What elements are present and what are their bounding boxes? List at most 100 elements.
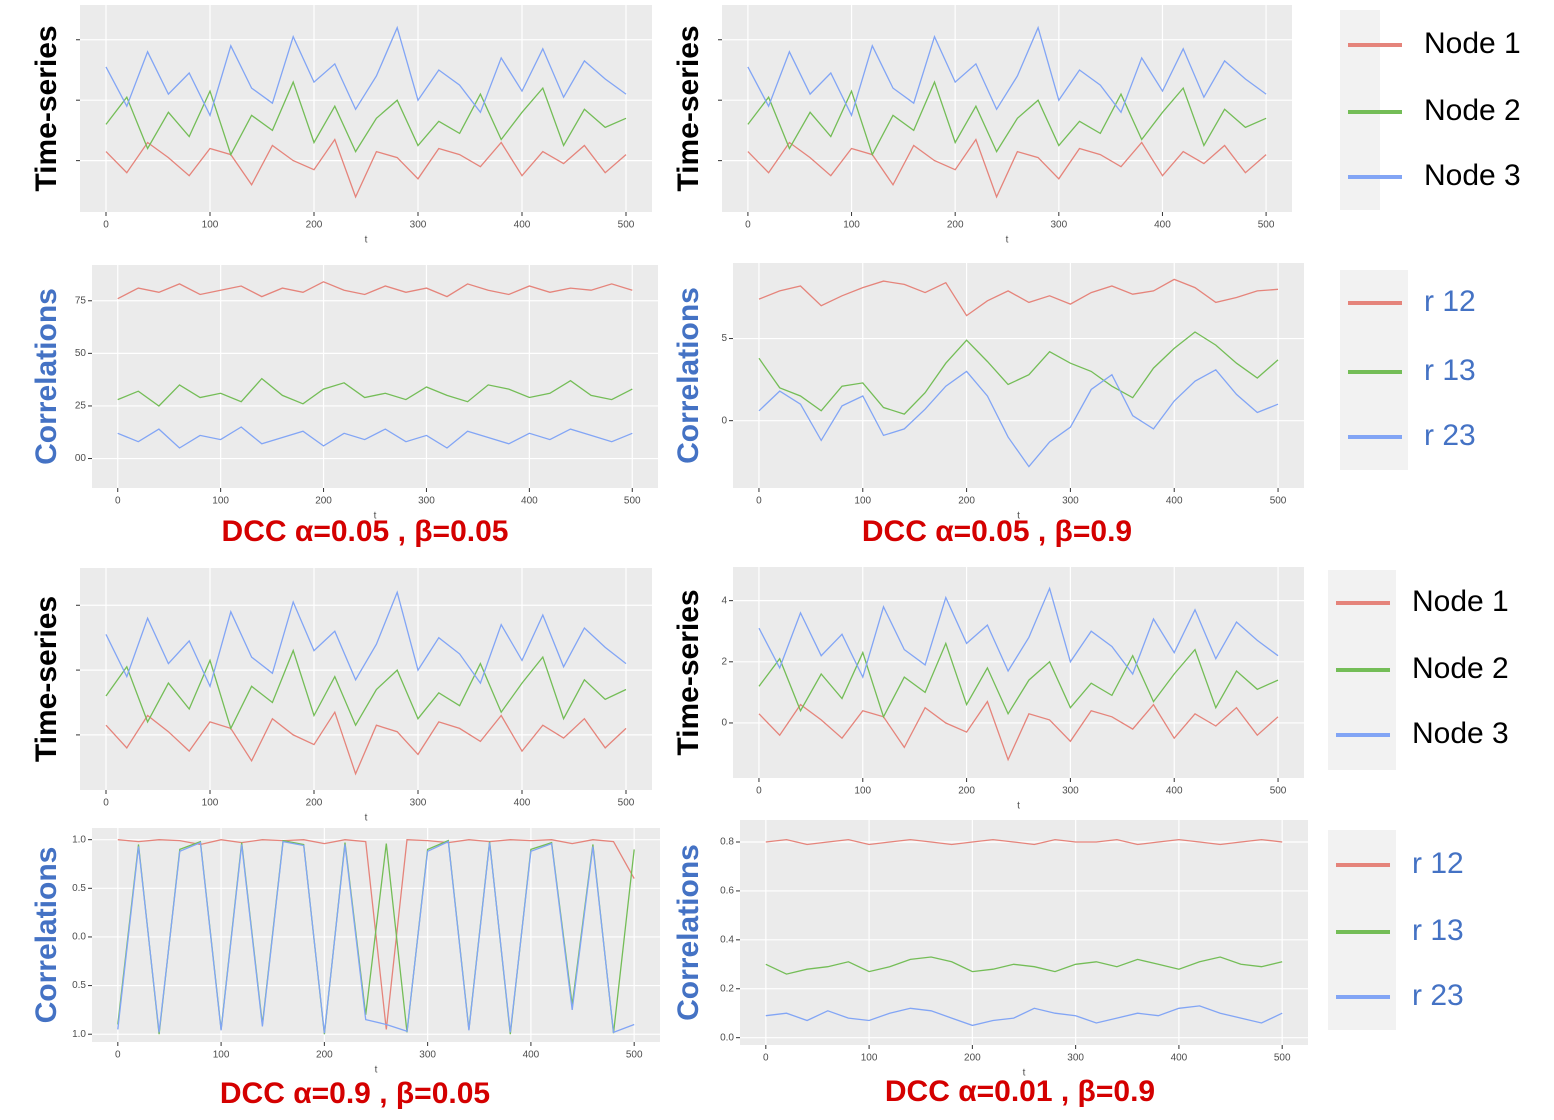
x-tick-label: 500 bbox=[1274, 1053, 1291, 1064]
series-line bbox=[117, 426, 633, 449]
y-tick-label: 0.5 bbox=[72, 883, 86, 894]
legend-label: r 12 bbox=[1412, 847, 1464, 880]
legend-label: Node 3 bbox=[1412, 717, 1509, 750]
x-axis-label: t bbox=[1017, 511, 1020, 522]
series-line bbox=[758, 586, 1279, 679]
x-tick-label: 0 bbox=[763, 1053, 769, 1064]
caption: DCC α=0.05 , β=0.05 bbox=[222, 515, 509, 548]
x-tick-label: 200 bbox=[947, 220, 964, 231]
x-tick-label: 100 bbox=[212, 496, 229, 507]
y-tick-label: 1.0 bbox=[72, 1029, 86, 1040]
x-tick-label: 400 bbox=[514, 798, 531, 809]
x-tick-label: 300 bbox=[410, 220, 427, 231]
series-line bbox=[747, 80, 1267, 157]
x-tick-label: 0 bbox=[103, 798, 109, 809]
x-tick-label: 300 bbox=[419, 1050, 436, 1061]
series-line bbox=[117, 839, 635, 1030]
x-tick-label: 100 bbox=[213, 1050, 230, 1061]
x-tick-label: 200 bbox=[315, 496, 332, 507]
series-line bbox=[758, 368, 1279, 468]
series-line bbox=[758, 700, 1279, 762]
legend-label: r 23 bbox=[1424, 419, 1476, 452]
plot-background bbox=[733, 263, 1304, 488]
x-tick-label: 300 bbox=[1050, 220, 1067, 231]
plot-background bbox=[740, 820, 1308, 1045]
y-tick-label: 4 bbox=[721, 595, 727, 606]
x-tick-label: 200 bbox=[306, 798, 323, 809]
series-line bbox=[117, 840, 635, 1034]
y-axis-label: Time-series bbox=[672, 25, 705, 191]
caption: DCC α=0.05 , β=0.9 bbox=[862, 515, 1132, 548]
x-tick-label: 100 bbox=[202, 798, 219, 809]
y-axis-label: Time-series bbox=[30, 25, 63, 191]
y-tick-label: 0.6 bbox=[720, 886, 734, 897]
series-line bbox=[105, 648, 627, 731]
x-tick-label: 200 bbox=[958, 786, 975, 797]
y-tick-label: 2 bbox=[721, 656, 727, 667]
legend: Node 1 Node 2 Node 3 bbox=[1328, 570, 1509, 770]
legend: Node 1 Node 2 Node 3 bbox=[1340, 10, 1521, 210]
legend-label: r 12 bbox=[1424, 285, 1476, 318]
y-tick-label: 5 bbox=[721, 333, 727, 344]
plot-background bbox=[92, 265, 658, 488]
x-axis-label: t bbox=[375, 1065, 378, 1076]
legend-label: r 13 bbox=[1424, 354, 1476, 387]
x-tick-label: 500 bbox=[1258, 220, 1275, 231]
plot-background bbox=[733, 567, 1304, 778]
x-tick-label: 400 bbox=[1154, 220, 1171, 231]
x-axis-label: t bbox=[1023, 1068, 1026, 1079]
legend-label: Node 3 bbox=[1424, 159, 1521, 192]
plot-background bbox=[80, 5, 652, 212]
x-axis-label: t bbox=[365, 813, 368, 824]
y-tick-label: 00 bbox=[75, 453, 87, 464]
x-tick-label: 200 bbox=[306, 220, 323, 231]
legend-label: Node 1 bbox=[1424, 27, 1521, 60]
x-tick-label: 500 bbox=[618, 798, 635, 809]
y-tick-label: 25 bbox=[75, 401, 87, 412]
series-line bbox=[105, 710, 627, 776]
series-line bbox=[105, 25, 627, 118]
x-tick-label: 500 bbox=[626, 1050, 643, 1061]
caption: DCC α=0.01 , β=0.9 bbox=[885, 1075, 1155, 1108]
x-tick-label: 0 bbox=[745, 220, 751, 231]
series-line bbox=[765, 1005, 1283, 1027]
y-axis-label: Correlations bbox=[30, 847, 63, 1024]
x-tick-label: 400 bbox=[1166, 786, 1183, 797]
legend-label: r 23 bbox=[1412, 979, 1464, 1012]
x-tick-label: 500 bbox=[624, 496, 641, 507]
x-tick-label: 0 bbox=[103, 220, 109, 231]
y-tick-label: 0.0 bbox=[72, 932, 86, 943]
x-tick-label: 200 bbox=[964, 1053, 981, 1064]
x-tick-label: 400 bbox=[523, 1050, 540, 1061]
caption: DCC α=0.9 , β=0.05 bbox=[220, 1077, 490, 1110]
x-tick-label: 300 bbox=[1067, 1053, 1084, 1064]
x-axis-label: t bbox=[1017, 801, 1020, 812]
x-tick-label: 200 bbox=[316, 1050, 333, 1061]
x-tick-label: 300 bbox=[1062, 496, 1079, 507]
legend-label: r 13 bbox=[1412, 914, 1464, 947]
y-tick-label: 1.0 bbox=[72, 834, 86, 845]
y-tick-label: 0.4 bbox=[720, 934, 734, 945]
series-line bbox=[747, 138, 1267, 199]
series-line bbox=[758, 331, 1279, 415]
series-line bbox=[765, 956, 1283, 975]
x-tick-label: 500 bbox=[618, 220, 635, 231]
x-tick-label: 0 bbox=[115, 1050, 121, 1061]
plot-background bbox=[80, 568, 652, 790]
series-line bbox=[117, 281, 633, 300]
legend-label: Node 2 bbox=[1424, 94, 1521, 127]
legend: r 12 r 13 r 23 bbox=[1340, 270, 1476, 470]
x-tick-label: 100 bbox=[202, 220, 219, 231]
y-axis-label: Correlations bbox=[672, 287, 705, 464]
y-axis-label: Correlations bbox=[672, 844, 705, 1021]
series-line bbox=[117, 377, 633, 407]
y-tick-label: 0.0 bbox=[720, 1032, 734, 1043]
series-line bbox=[105, 138, 627, 199]
x-tick-label: 300 bbox=[418, 496, 435, 507]
legend-label: Node 1 bbox=[1412, 585, 1509, 618]
x-tick-label: 400 bbox=[1166, 496, 1183, 507]
x-tick-label: 100 bbox=[854, 496, 871, 507]
x-tick-label: 400 bbox=[521, 496, 538, 507]
y-tick-label: 0 bbox=[721, 718, 727, 729]
